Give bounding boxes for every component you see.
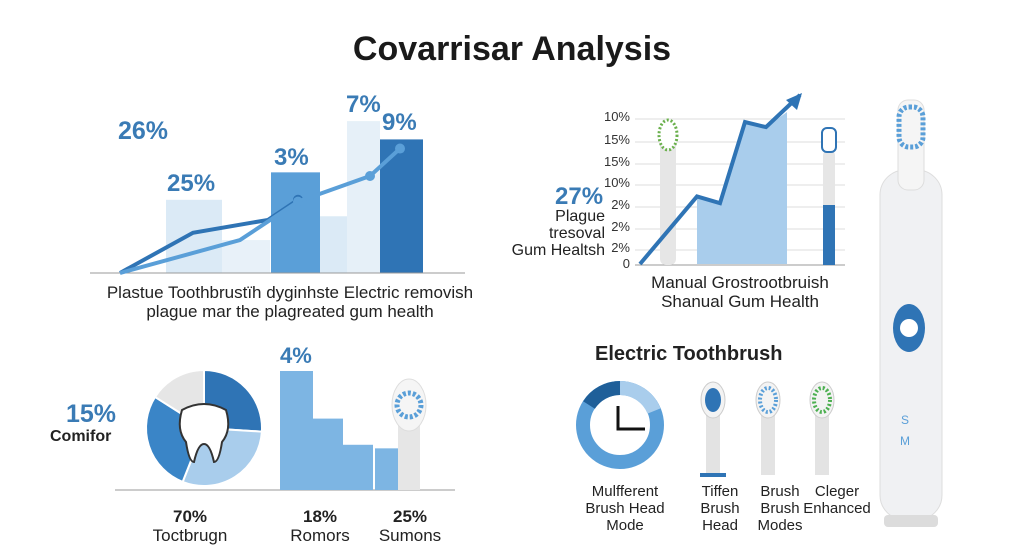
- label-line: Brush: [760, 483, 800, 500]
- arrow-head: [786, 93, 802, 110]
- y-tick-label: 15%: [603, 132, 630, 147]
- label-line: Tiffen: [701, 483, 739, 500]
- bar: [271, 172, 320, 273]
- step-bar: [313, 418, 343, 490]
- bar-label: 9%: [382, 109, 417, 136]
- stat-value: 18%: [302, 507, 338, 526]
- label-line: Brush: [760, 500, 800, 517]
- pie-slice: [145, 395, 206, 484]
- side-label-line: Plague: [555, 208, 605, 225]
- label-line: Modes: [757, 517, 803, 534]
- bar: [222, 240, 270, 273]
- brush-base: [700, 473, 726, 477]
- y-tick-label: 2%: [611, 219, 630, 234]
- step-bar: [280, 371, 313, 490]
- y-tick-label: 0: [622, 256, 630, 271]
- bar: [166, 199, 222, 273]
- brush-head-icon: [391, 378, 427, 432]
- brush-mode-label: Cleger Enhanced: [797, 483, 877, 517]
- label-line: Brush Head: [585, 500, 665, 517]
- side-label: Plague tresoval Gum Healtsh: [490, 208, 605, 259]
- bristles: [896, 104, 926, 150]
- chart-caption: Manual Grostrootbruish Shanual Gum Healt…: [620, 273, 860, 311]
- timer-segment: [583, 381, 621, 410]
- bottom-stat: 25% Sumons: [360, 507, 460, 545]
- data-point: [365, 171, 375, 182]
- brush-head-stem: [815, 415, 829, 475]
- tooth-icon: [178, 403, 230, 464]
- y-tick-label: 10%: [603, 175, 630, 190]
- area-fill: [697, 112, 787, 264]
- bar-label: 26%: [118, 117, 169, 145]
- toothbrush-handle: [823, 205, 835, 265]
- handle-button-m[interactable]: M: [900, 434, 910, 448]
- stat-value: 25%: [392, 507, 428, 526]
- data-point: [395, 143, 405, 154]
- y-tick-label: 10%: [603, 109, 630, 124]
- big-label: 27%: [555, 183, 604, 210]
- side-label-line: Gum Healtsh: [511, 242, 605, 259]
- label-line: Enhanced: [803, 500, 871, 517]
- big-label: 15%: [66, 400, 117, 428]
- stat-label: Sumons: [378, 526, 442, 545]
- brush-mode-label: Brush Brush Modes: [740, 483, 820, 534]
- brush-mode-label: Mulfferent Brush Head Mode: [585, 483, 665, 534]
- brush-head-icon: [755, 381, 781, 419]
- label-line: Mulfferent: [591, 483, 659, 500]
- label-line: Head: [702, 517, 738, 534]
- brush-head-stem: [706, 415, 720, 475]
- caption-line: Shanual Gum Health: [661, 292, 819, 311]
- label-line: Brush: [700, 500, 740, 517]
- step-label: 4%: [280, 343, 312, 368]
- bristles: [394, 390, 424, 420]
- brush-head: [657, 118, 679, 152]
- step-label: 7%: [313, 397, 344, 420]
- handle-button-s[interactable]: S: [901, 413, 910, 427]
- bar-label: 25%: [167, 170, 216, 197]
- bar: [347, 121, 380, 273]
- clock-icon: [616, 406, 645, 431]
- bristles: [758, 386, 778, 414]
- bottom-stat: 18% Romors: [270, 507, 370, 545]
- brush-head: [821, 127, 837, 153]
- step-bar: [343, 444, 373, 490]
- side-label-line: tresoval: [548, 225, 605, 242]
- stat-label: Romors: [290, 526, 350, 545]
- trend-line: [638, 93, 802, 266]
- chart-caption: Plastue Toothbrustïh dyginhste Electric …: [80, 283, 500, 321]
- bottom-stat: 70% Toctbrugn: [140, 507, 240, 545]
- bar-label: 7%: [346, 91, 381, 118]
- bristles: [705, 388, 721, 412]
- y-tick-label: 2%: [611, 240, 630, 255]
- bar: [320, 216, 347, 273]
- data-point: [293, 196, 303, 207]
- stat-value: 70%: [172, 507, 208, 526]
- step-label: 2%%: [343, 421, 393, 444]
- timer-segment: [619, 381, 661, 415]
- section-title: Electric Toothbrush: [595, 343, 783, 365]
- brush-neck: [398, 420, 420, 490]
- caption-line: Manual Grostrootbruish: [651, 273, 829, 292]
- brush-head-stem: [761, 415, 775, 475]
- label-line: Mode: [606, 517, 644, 534]
- toothbrush-manual: [660, 140, 676, 265]
- handle-base: [884, 515, 938, 527]
- label-line: Cleger: [814, 483, 860, 500]
- caption-line: Plastue Toothbrustïh dyginhste Electric …: [106, 283, 474, 302]
- bar-label: 3%: [274, 144, 309, 171]
- side-label: Comifor: [50, 428, 112, 445]
- brush-mode-label: Tiffen Brush Head: [680, 483, 760, 534]
- caption-line: plague mar the plagreated gum health: [146, 302, 434, 321]
- y-tick-label: 2%: [611, 197, 630, 212]
- bristles: [812, 386, 832, 414]
- y-tick-label: 15%: [603, 154, 630, 169]
- stat-label: Toctbrugn: [152, 526, 228, 545]
- power-icon: [900, 319, 918, 337]
- page-title: Covarrisar Analysis: [352, 30, 672, 68]
- step-bar: [375, 448, 400, 490]
